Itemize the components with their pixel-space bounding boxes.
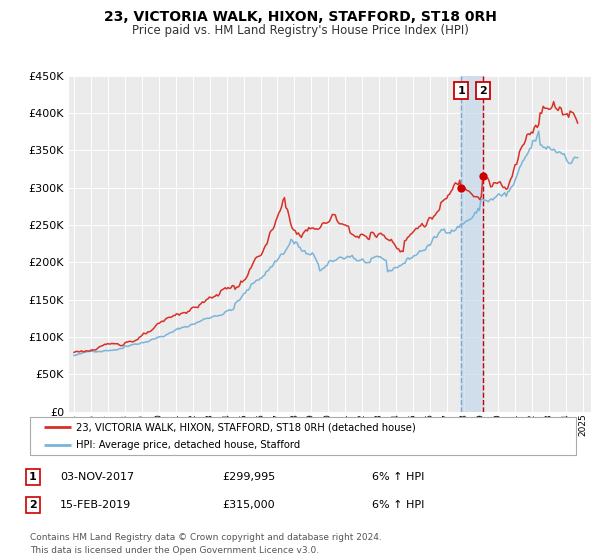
Text: 1: 1 (457, 86, 465, 96)
Text: 6% ↑ HPI: 6% ↑ HPI (372, 472, 424, 482)
Text: Price paid vs. HM Land Registry's House Price Index (HPI): Price paid vs. HM Land Registry's House … (131, 24, 469, 36)
Text: 23, VICTORIA WALK, HIXON, STAFFORD, ST18 0RH (detached house): 23, VICTORIA WALK, HIXON, STAFFORD, ST18… (76, 422, 416, 432)
Text: 2: 2 (479, 86, 487, 96)
Text: 2: 2 (29, 500, 37, 510)
Text: 15-FEB-2019: 15-FEB-2019 (60, 500, 131, 510)
Text: £299,995: £299,995 (222, 472, 275, 482)
Bar (461, 76, 483, 412)
Text: HPI: Average price, detached house, Stafford: HPI: Average price, detached house, Staf… (76, 440, 301, 450)
Text: Contains HM Land Registry data © Crown copyright and database right 2024.: Contains HM Land Registry data © Crown c… (30, 533, 382, 542)
Text: 1: 1 (29, 472, 37, 482)
Text: £315,000: £315,000 (222, 500, 275, 510)
Text: 6% ↑ HPI: 6% ↑ HPI (372, 500, 424, 510)
Text: This data is licensed under the Open Government Licence v3.0.: This data is licensed under the Open Gov… (30, 546, 319, 555)
Text: 03-NOV-2017: 03-NOV-2017 (60, 472, 134, 482)
Text: 23, VICTORIA WALK, HIXON, STAFFORD, ST18 0RH: 23, VICTORIA WALK, HIXON, STAFFORD, ST18… (104, 10, 496, 24)
FancyBboxPatch shape (30, 417, 576, 455)
